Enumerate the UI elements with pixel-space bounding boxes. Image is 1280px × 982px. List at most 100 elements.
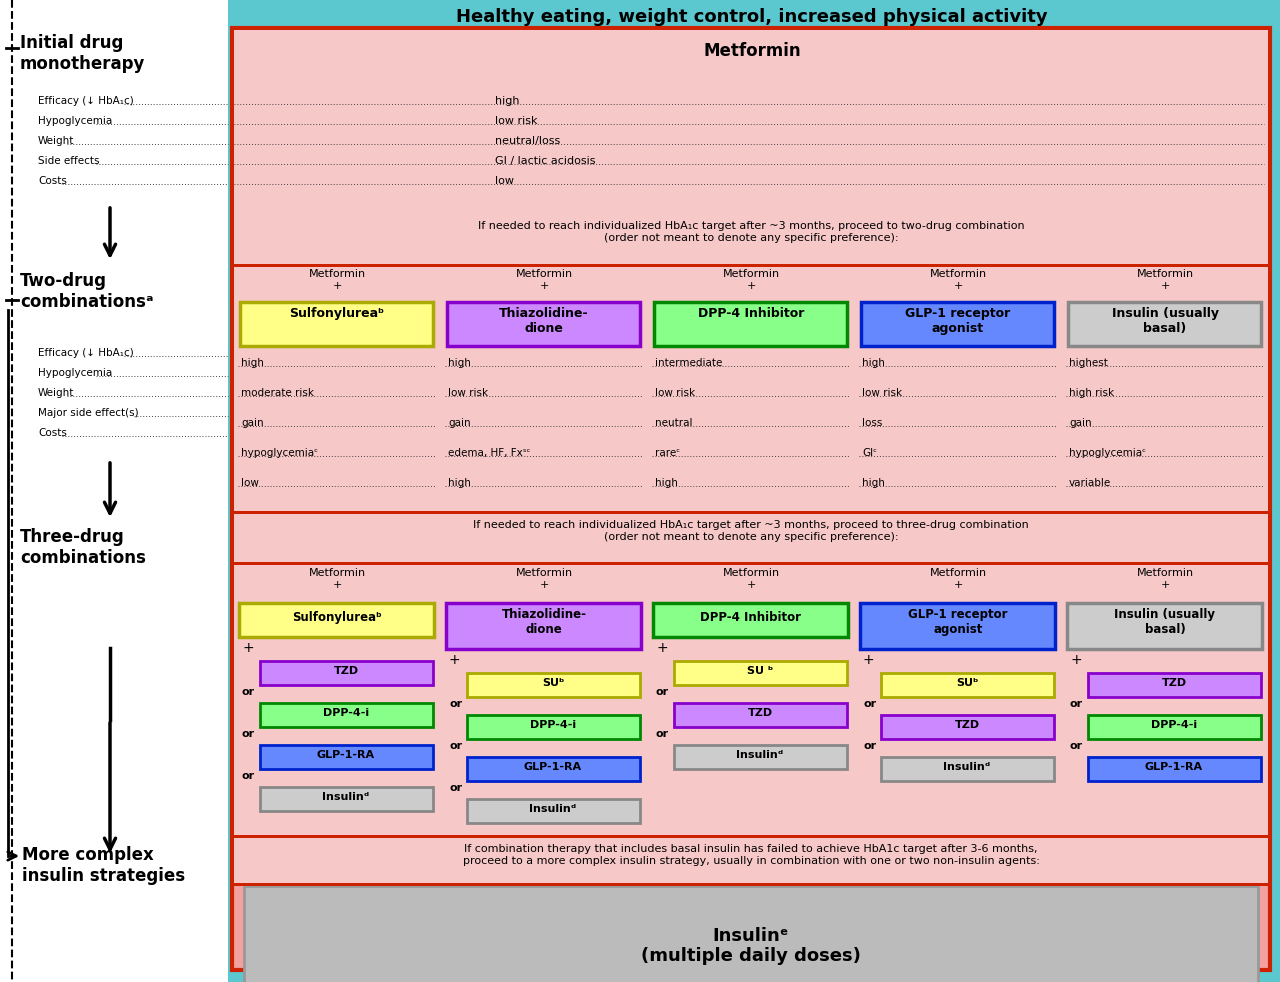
Text: or: or — [863, 741, 876, 751]
Text: or: or — [863, 699, 876, 709]
Text: gain: gain — [448, 418, 471, 428]
Text: +: + — [1070, 653, 1082, 667]
Text: Three-drug
combinations: Three-drug combinations — [20, 528, 146, 567]
Text: If needed to reach individualized HbA₁c target after ~3 months, proceed to two-d: If needed to reach individualized HbA₁c … — [477, 221, 1024, 243]
Bar — [653, 603, 849, 637]
Text: Insulinᵈ: Insulinᵈ — [943, 762, 991, 772]
Text: DPP-4-i: DPP-4-i — [530, 720, 576, 730]
Text: Hypoglycemia: Hypoglycemia — [38, 116, 113, 126]
Text: Thiazolidine-
dione: Thiazolidine- dione — [499, 307, 589, 335]
Bar — [861, 302, 1053, 346]
Text: or: or — [449, 783, 462, 793]
Text: GLP-1 receptor
agonist: GLP-1 receptor agonist — [909, 608, 1007, 636]
Text: Side effects: Side effects — [38, 156, 100, 166]
Text: More complex
insulin strategies: More complex insulin strategies — [22, 846, 186, 885]
Text: Healthy eating, weight control, increased physical activity: Healthy eating, weight control, increase… — [456, 8, 1048, 26]
Text: high: high — [495, 96, 520, 106]
Text: Major side effect(s): Major side effect(s) — [38, 408, 138, 418]
Bar — [234, 835, 1268, 838]
Text: Two-drug
combinationsᵃ: Two-drug combinationsᵃ — [20, 272, 154, 310]
Text: (multiple daily doses): (multiple daily doses) — [641, 947, 861, 965]
Text: low risk: low risk — [495, 116, 538, 126]
Text: or: or — [242, 771, 255, 781]
Text: TZD: TZD — [333, 666, 358, 676]
Text: high risk: high risk — [1069, 388, 1114, 398]
Text: Sulfonylureaᵇ: Sulfonylureaᵇ — [292, 611, 381, 624]
Text: Costs: Costs — [38, 428, 67, 438]
Text: low: low — [241, 478, 259, 488]
Bar — [232, 28, 1270, 970]
Bar — [675, 703, 847, 727]
Text: TZD: TZD — [1161, 678, 1187, 688]
Text: edema, HF, Fxˢᶜ: edema, HF, Fxˢᶜ — [448, 448, 530, 458]
Bar — [881, 715, 1053, 739]
Bar — [467, 673, 640, 697]
Text: If needed to reach individualized HbA₁c target after ~3 months, proceed to three: If needed to reach individualized HbA₁c … — [474, 520, 1029, 542]
Bar — [234, 562, 1268, 565]
Text: +: + — [863, 653, 874, 667]
Text: high: high — [448, 478, 471, 488]
Text: GIᶜ: GIᶜ — [861, 448, 877, 458]
Text: Metformin
+: Metformin + — [516, 269, 572, 291]
Bar — [260, 703, 433, 727]
Text: DPP-4-i: DPP-4-i — [1151, 720, 1197, 730]
Text: rareᶜ: rareᶜ — [655, 448, 680, 458]
Text: gain: gain — [1069, 418, 1092, 428]
Text: DPP-4 Inhibitor: DPP-4 Inhibitor — [698, 307, 804, 320]
Text: high: high — [448, 358, 471, 368]
Text: gain: gain — [241, 418, 264, 428]
Text: Sulfonylureaᵇ: Sulfonylureaᵇ — [289, 307, 384, 320]
Bar — [467, 757, 640, 781]
Text: +: + — [242, 641, 253, 655]
Text: hypoglycemiaᶜ: hypoglycemiaᶜ — [241, 448, 317, 458]
Text: DPP-4 Inhibitor: DPP-4 Inhibitor — [700, 611, 801, 624]
Text: Hypoglycemia: Hypoglycemia — [38, 368, 113, 378]
Text: or: or — [657, 687, 669, 697]
Text: SU ᵇ: SU ᵇ — [746, 666, 773, 676]
Bar — [1088, 757, 1261, 781]
Bar — [241, 302, 433, 346]
Bar — [234, 514, 1268, 562]
Text: GLP-1-RA: GLP-1-RA — [1144, 762, 1203, 772]
Text: or: or — [242, 687, 255, 697]
Bar — [1088, 673, 1261, 697]
Text: or: or — [657, 729, 669, 739]
Text: high: high — [655, 478, 678, 488]
Text: Insulin (usually
basal): Insulin (usually basal) — [1115, 608, 1216, 636]
Bar — [260, 787, 433, 811]
Bar — [260, 745, 433, 769]
Bar — [234, 30, 1268, 215]
Text: moderate risk: moderate risk — [241, 388, 314, 398]
Bar — [1088, 715, 1261, 739]
Text: Initial drug
monotherapy: Initial drug monotherapy — [20, 34, 146, 73]
Bar — [445, 603, 641, 649]
Text: high: high — [861, 358, 884, 368]
Bar — [234, 565, 1268, 835]
Text: or: or — [449, 741, 462, 751]
Bar — [1068, 603, 1262, 649]
Text: Insulin (usually
basal): Insulin (usually basal) — [1111, 307, 1219, 335]
Bar — [467, 715, 640, 739]
Bar — [234, 838, 1268, 883]
Text: Metformin
+: Metformin + — [722, 568, 780, 589]
Text: Insulinᵈ: Insulinᵈ — [736, 750, 783, 760]
Text: low: low — [495, 176, 515, 186]
Text: Metformin
+: Metformin + — [308, 269, 366, 291]
Bar — [239, 603, 434, 637]
Text: Metformin
+: Metformin + — [1137, 269, 1193, 291]
Text: Metformin
+: Metformin + — [929, 269, 987, 291]
Text: or: or — [242, 729, 255, 739]
Text: +: + — [449, 653, 461, 667]
Bar — [1068, 302, 1261, 346]
Text: variable: variable — [1069, 478, 1111, 488]
Text: Metformin
+: Metformin + — [929, 568, 987, 589]
Text: GLP-1 receptor
agonist: GLP-1 receptor agonist — [905, 307, 1011, 335]
Text: SUᵇ: SUᵇ — [956, 678, 978, 688]
Text: hypoglycemiaᶜ: hypoglycemiaᶜ — [1069, 448, 1146, 458]
Text: DPP-4-i: DPP-4-i — [323, 708, 369, 718]
Bar — [467, 799, 640, 823]
Bar — [234, 511, 1268, 514]
Text: intermediate: intermediate — [655, 358, 722, 368]
Bar — [234, 215, 1268, 265]
Bar — [447, 302, 640, 346]
